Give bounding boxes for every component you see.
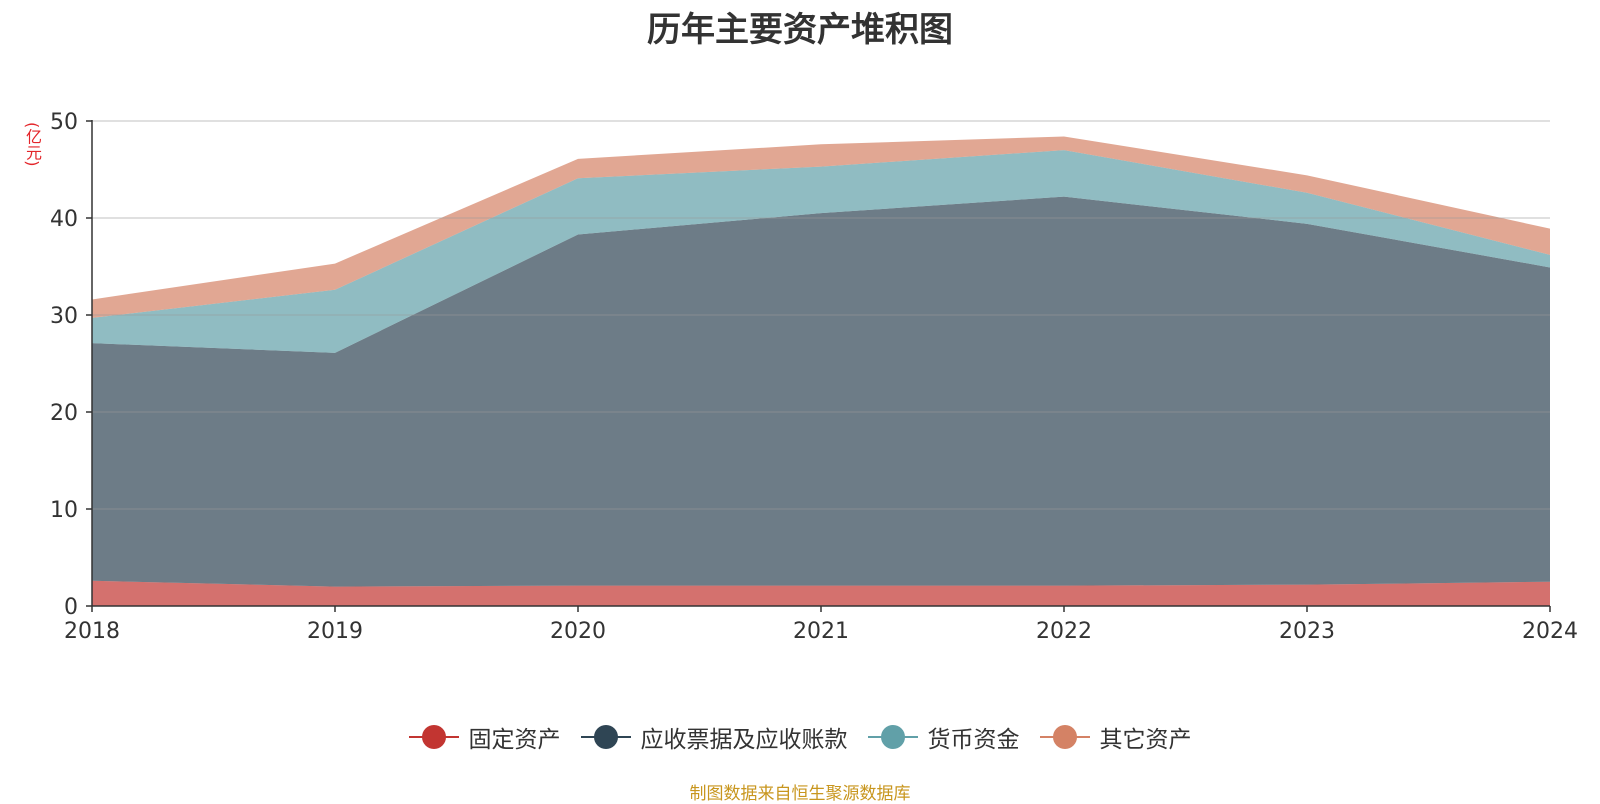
y-axis-unit-label: (亿元) xyxy=(23,122,42,167)
data-source-note: 制图数据来自恒生聚源数据库 xyxy=(689,784,911,804)
x-tick-label: 2022 xyxy=(1036,619,1092,644)
y-tick-label: 30 xyxy=(50,304,78,329)
legend-marker-icon xyxy=(1039,725,1090,749)
legend-item-3[interactable]: 货币资金 xyxy=(867,720,1020,754)
chart-legend: 固定资产 应收票据及应收账款 货币资金 其它资产 xyxy=(0,720,1600,754)
x-tick-label: 2024 xyxy=(1522,619,1578,644)
area-series-2 xyxy=(92,196,1550,587)
legend-label: 其它资产 xyxy=(1099,727,1192,753)
area-series-3 xyxy=(92,150,1550,353)
y-tick-label: 10 xyxy=(50,498,78,523)
legend-item-1[interactable]: 固定资产 xyxy=(408,720,561,754)
y-tick-label: 0 xyxy=(64,595,78,620)
area-series-1 xyxy=(92,580,1550,606)
y-tick-label: 40 xyxy=(50,207,78,232)
legend-marker-icon xyxy=(408,725,459,749)
legend-label: 固定资产 xyxy=(468,727,561,753)
x-tick-label: 2019 xyxy=(307,619,363,644)
legend-label: 应收票据及应收账款 xyxy=(640,727,848,753)
legend-marker-icon xyxy=(580,725,631,749)
legend-item-2[interactable]: 应收票据及应收账款 xyxy=(580,720,848,754)
chart-title: 历年主要资产堆积图 xyxy=(647,10,953,50)
x-tick-label: 2021 xyxy=(793,619,849,644)
legend-label: 货币资金 xyxy=(927,727,1020,753)
x-tick-label: 2023 xyxy=(1279,619,1335,644)
x-tick-label: 2018 xyxy=(64,619,120,644)
area-series-4 xyxy=(92,136,1550,318)
legend-marker-icon xyxy=(867,725,918,749)
y-tick-label: 50 xyxy=(50,110,78,135)
y-tick-label: 20 xyxy=(50,401,78,426)
legend-item-4[interactable]: 其它资产 xyxy=(1039,720,1192,754)
x-tick-label: 2020 xyxy=(550,619,606,644)
